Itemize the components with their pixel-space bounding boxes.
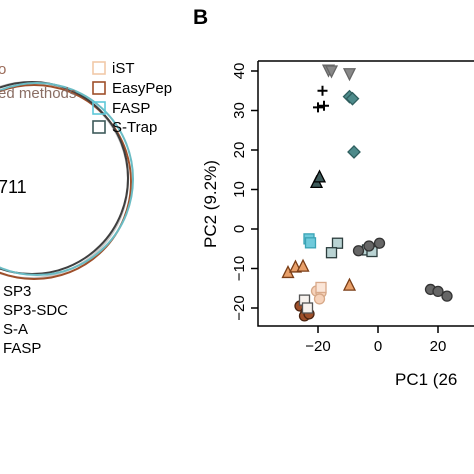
x-axis-label: PC1 (26 [395,370,457,389]
y-axis-ticks: −20 −10 0 10 20 30 40 [231,63,258,321]
data-point-circle [432,285,444,298]
data-point-circle [352,245,365,257]
data-point-triangle [312,169,327,183]
data-point-circle [313,293,326,305]
data-point-plus [317,85,328,96]
data-point-triangle [296,258,310,272]
y-tick-label: 0 [231,225,248,233]
method-item-sp3-sdc: SP3-SDC [3,302,68,319]
x-axis-ticks: −20 0 20 [305,326,446,355]
y-tick-label: 30 [231,102,248,119]
data-point-diamond [345,91,360,106]
venn-diagram [0,81,134,280]
legend-label-easypep: EasyPep [112,80,172,97]
method-item-sp3: SP3 [3,283,31,300]
data-point-circle [373,237,386,249]
method-item-fasp: FASP [3,340,41,357]
data-point-square [325,247,338,259]
pca-plot: −20 0 20 −20 −10 0 10 20 30 40 PC1 (26 PC2 (9.2%… [201,60,474,389]
venn-circle-4 [0,82,134,276]
x-tick-label: 20 [430,338,447,355]
data-point-triangle [342,277,357,291]
data-points [281,64,453,322]
data-point-square [304,237,317,249]
data-point-triangle-down [342,68,357,82]
data-point-circle [441,290,453,302]
legend-label-fasp: FASP [112,100,150,117]
legend-swatch-fasp [92,101,106,115]
data-point-plus [319,100,329,111]
x-tick-label: −20 [305,338,330,355]
cut-legend-tail: o [0,61,6,78]
method-item-s-a: S-A [3,321,28,338]
data-point-square [315,281,327,294]
data-point-square [301,302,314,314]
legend: iST EasyPep FASP S-Trap [92,60,172,136]
y-axis-label: PC2 (9.2%) [201,160,220,248]
x-tick-label: 0 [374,338,382,355]
legend-swatch-s-trap [92,120,106,134]
data-point-diamond [347,145,361,159]
plot-frame [257,60,474,327]
y-tick-label: −10 [231,256,248,281]
legend-swatch-easypep [92,81,106,95]
data-point-circle [363,240,375,252]
venn-count: 711 [0,177,27,197]
y-tick-label: 20 [231,142,248,159]
venn-circle-2 [0,84,132,280]
legend-label-s-trap: S-Trap [112,119,157,136]
y-tick-label: 10 [231,181,248,198]
data-point-square [331,237,344,249]
data-point-plus [313,102,323,113]
y-tick-label: −20 [231,295,248,320]
y-tick-label: 40 [231,63,248,80]
data-point-triangle-down [324,65,339,79]
method-list: SP3 SP3-SDC S-A FASP [3,283,68,357]
panel-letter: B [193,6,208,29]
legend-swatch-ist [92,61,106,75]
legend-label-ist: iST [112,60,135,77]
cut-legend-line: ed methods [0,85,76,102]
